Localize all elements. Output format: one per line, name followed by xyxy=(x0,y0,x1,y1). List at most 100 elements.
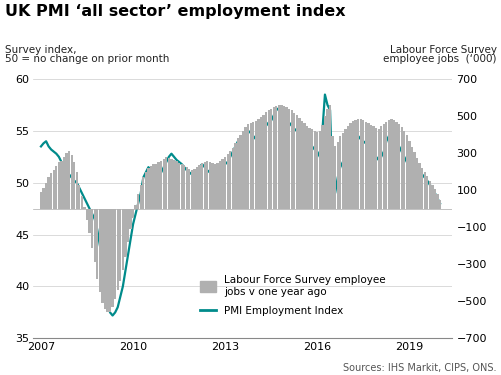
Bar xyxy=(400,127,402,209)
Bar xyxy=(160,160,162,209)
Bar xyxy=(147,168,149,208)
Bar xyxy=(144,172,147,208)
Bar xyxy=(193,169,195,208)
Bar xyxy=(246,124,249,208)
Bar xyxy=(402,131,405,209)
Text: Sources: IHS Markit, CIPS, ONS.: Sources: IHS Markit, CIPS, ONS. xyxy=(343,363,496,373)
Bar xyxy=(354,120,356,208)
Bar xyxy=(149,166,152,208)
Bar xyxy=(405,135,407,209)
Bar xyxy=(91,209,93,248)
Bar xyxy=(277,105,280,209)
Bar xyxy=(328,105,331,209)
Bar xyxy=(275,106,277,208)
Bar xyxy=(265,112,267,209)
Bar xyxy=(252,122,254,208)
Bar xyxy=(139,184,142,209)
Bar xyxy=(395,122,397,208)
Bar xyxy=(285,107,287,208)
Bar xyxy=(318,131,320,209)
Bar xyxy=(65,153,68,209)
Bar xyxy=(236,138,238,208)
Bar xyxy=(88,209,91,233)
Bar xyxy=(412,152,415,208)
Bar xyxy=(384,122,387,208)
Bar xyxy=(213,164,215,209)
Bar xyxy=(45,183,47,209)
Bar xyxy=(42,188,45,209)
Bar xyxy=(218,161,221,209)
Bar xyxy=(415,158,417,209)
Bar xyxy=(308,128,310,209)
Bar xyxy=(134,205,136,209)
Bar xyxy=(430,184,433,209)
Bar xyxy=(387,120,389,208)
Bar xyxy=(185,167,187,208)
Bar xyxy=(272,107,275,208)
Bar xyxy=(438,200,440,208)
Bar xyxy=(260,117,262,208)
Bar xyxy=(58,162,60,209)
Bar xyxy=(300,121,303,208)
Bar xyxy=(298,118,300,208)
Bar xyxy=(206,161,208,209)
Bar xyxy=(313,131,315,209)
Bar xyxy=(372,126,374,209)
Bar xyxy=(231,147,233,208)
Bar xyxy=(195,167,198,208)
Bar xyxy=(433,189,435,209)
Bar xyxy=(121,209,124,270)
Bar xyxy=(270,109,272,208)
Bar xyxy=(40,192,42,208)
Bar xyxy=(321,125,323,209)
Bar xyxy=(116,209,119,290)
Bar xyxy=(333,146,336,208)
Bar xyxy=(188,169,190,208)
Bar xyxy=(106,209,108,312)
Text: Survey index,: Survey index, xyxy=(5,45,76,55)
Bar xyxy=(60,160,63,209)
Bar xyxy=(364,122,366,208)
Bar xyxy=(114,209,116,299)
Bar xyxy=(374,128,377,209)
Bar xyxy=(111,209,114,307)
Bar xyxy=(239,135,241,209)
Bar xyxy=(428,180,430,209)
Bar xyxy=(63,157,65,209)
Bar xyxy=(392,120,394,208)
Bar xyxy=(198,165,200,209)
Bar xyxy=(377,129,379,208)
Bar xyxy=(109,209,111,312)
Bar xyxy=(418,163,420,209)
Bar xyxy=(83,207,86,209)
Bar xyxy=(70,155,73,209)
Bar xyxy=(48,177,50,209)
Bar xyxy=(249,123,252,208)
Bar xyxy=(305,126,308,209)
Bar xyxy=(78,184,80,209)
Bar xyxy=(132,209,134,218)
Bar xyxy=(435,194,438,208)
Bar xyxy=(200,163,203,209)
Bar xyxy=(208,162,210,209)
Bar xyxy=(339,136,341,209)
Bar xyxy=(129,209,131,229)
Bar xyxy=(410,147,412,208)
Bar xyxy=(190,170,193,208)
Bar xyxy=(223,157,226,209)
Bar xyxy=(157,162,159,209)
Bar xyxy=(221,159,223,209)
Bar xyxy=(165,157,167,209)
Bar xyxy=(254,121,257,208)
Bar xyxy=(55,166,57,208)
Bar xyxy=(280,105,282,209)
Bar xyxy=(382,124,384,208)
Text: employee jobs  (‘000): employee jobs (‘000) xyxy=(383,54,496,64)
Bar xyxy=(331,136,333,209)
Bar xyxy=(76,172,78,208)
Bar xyxy=(336,142,338,208)
Bar xyxy=(99,209,101,292)
Text: Labour Force Survey: Labour Force Survey xyxy=(389,45,496,55)
Bar xyxy=(228,151,231,208)
Bar xyxy=(262,115,264,208)
